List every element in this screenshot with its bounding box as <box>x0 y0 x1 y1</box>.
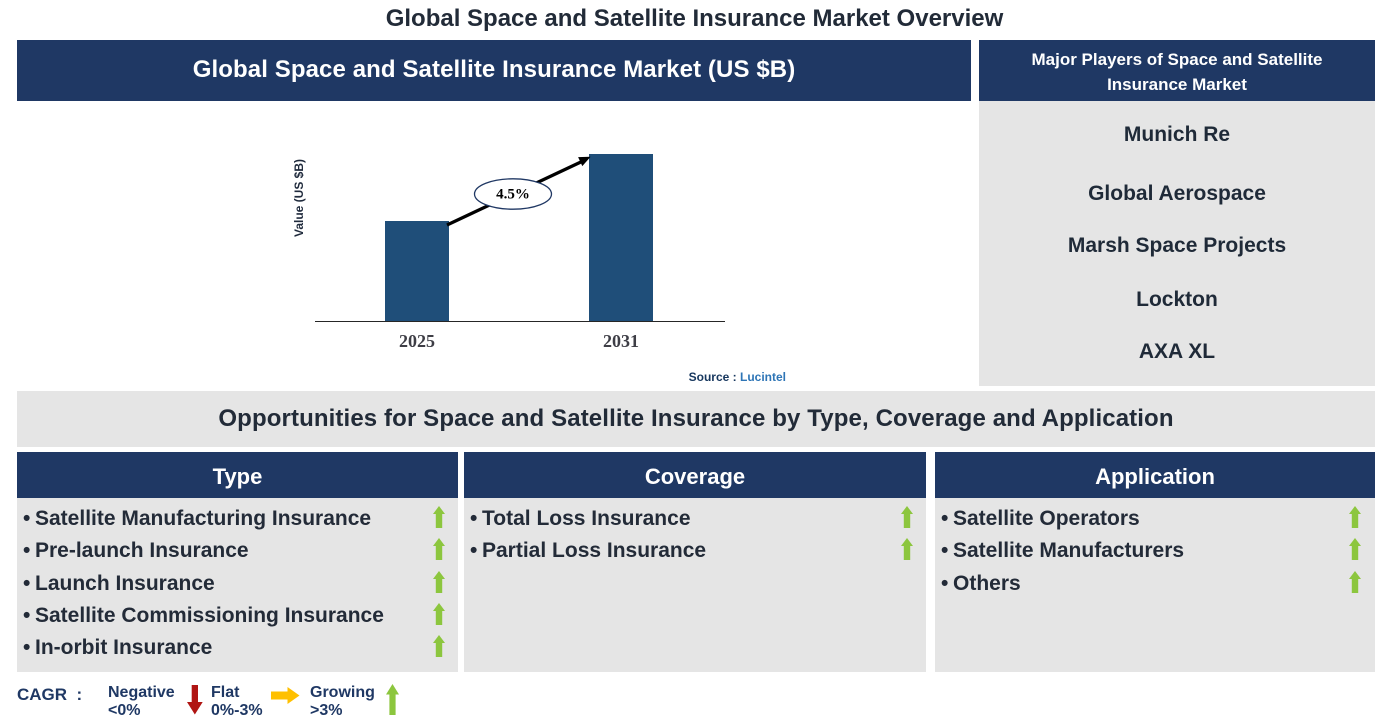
svg-text:4.5%: 4.5% <box>496 187 530 203</box>
